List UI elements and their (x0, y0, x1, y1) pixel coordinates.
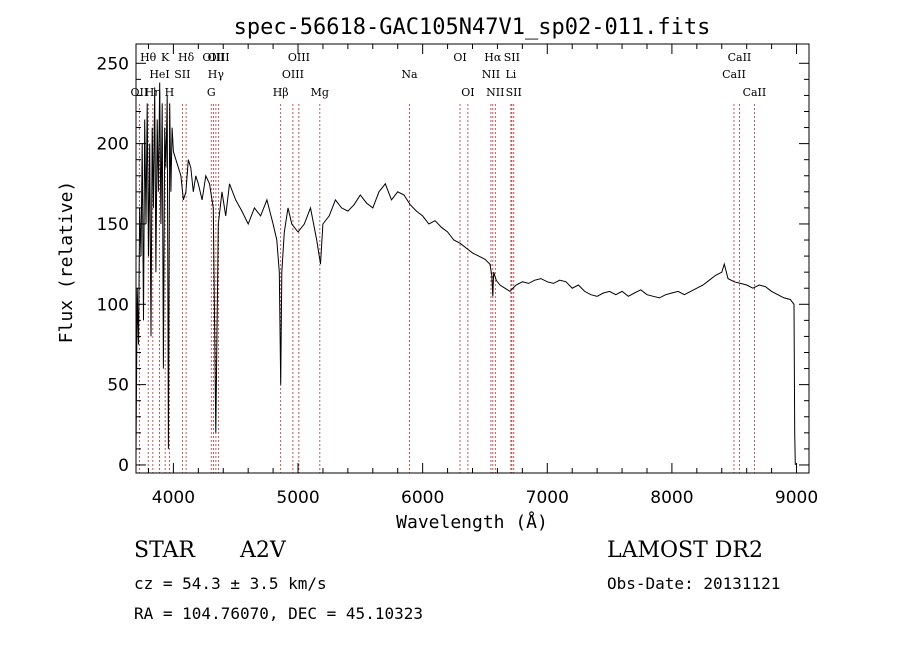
x-axis-label: Wavelength (Å) (396, 511, 548, 533)
y-axis-label: Flux (relative) (56, 181, 77, 344)
line-label-4: K (161, 51, 170, 64)
line-label-1: Hθ (140, 51, 157, 64)
line-label-11: OIII (208, 51, 230, 64)
line-label-13: OIII (282, 68, 304, 81)
line-label-17: OI (453, 51, 466, 64)
line-label-10: Hγ (208, 68, 225, 81)
y-tick-label-2: 100 (97, 295, 129, 315)
x-tick-label-1: 5000 (276, 488, 319, 508)
x-tick-label-3: 7000 (526, 488, 569, 508)
x-tick-label-4: 8000 (650, 488, 693, 508)
x-tick-label-2: 6000 (401, 488, 444, 508)
x-tick-label-5: 9000 (775, 488, 818, 508)
line-label-3: HeI (149, 68, 169, 81)
line-label-18: OI (461, 86, 474, 99)
y-tick-label-1: 50 (107, 376, 129, 396)
y-tick-label-0: 0 (118, 456, 129, 476)
line-label-23: SII (504, 51, 520, 64)
line-label-0: OII (131, 86, 149, 99)
redshift-value: cz = 54.3 ± 3.5 km/s (134, 574, 327, 593)
coordinates: RA = 104.76070, DEC = 45.10323 (134, 604, 423, 623)
x-axis: 4000 5000 6000 7000 8000 9000 (147, 44, 818, 508)
line-label-16: Na (401, 68, 418, 81)
line-label-5: H (165, 86, 175, 99)
line-label-8: G (207, 86, 216, 99)
plot-frame (135, 43, 810, 474)
x-tick-label-0: 4000 (152, 488, 195, 508)
line-labels: OIIHθHηHeIKHSIIHδGOIIIHγOIIIHβOIIIOIIIMg… (131, 51, 767, 99)
line-label-26: CaII (728, 51, 752, 64)
line-label-15: Mg (311, 86, 329, 99)
line-label-24: SII (506, 86, 522, 99)
line-markers (138, 104, 755, 473)
obs-date: Obs-Date: 20131121 (607, 574, 781, 593)
line-label-27: CaII (743, 86, 767, 99)
y-tick-label-3: 150 (97, 215, 129, 235)
line-label-6: SII (174, 68, 190, 81)
line-label-25: CaII (722, 68, 746, 81)
y-tick-label-5: 250 (97, 54, 129, 74)
line-label-22: Li (505, 68, 516, 81)
y-tick-label-4: 200 (97, 135, 129, 155)
y-axis: 0 50 100 150 200 250 (97, 54, 809, 476)
spectrum-series-line (135, 82, 796, 466)
chart-title: spec-56618-GAC105N47V1_sp02-011.fits (234, 15, 711, 40)
object-subclass: A2V (240, 538, 286, 563)
line-label-7: Hδ (178, 51, 195, 64)
object-class: STAR (134, 538, 195, 563)
line-label-21: NII (486, 86, 504, 99)
line-label-12: Hβ (273, 86, 289, 99)
survey-name: LAMOST DR2 (607, 538, 763, 563)
line-label-9: OIII (202, 51, 224, 64)
line-label-19: NII (482, 68, 500, 81)
line-label-20: Hα (484, 51, 502, 64)
line-label-14: OIII (288, 51, 310, 64)
line-label-2: Hη (145, 86, 161, 99)
